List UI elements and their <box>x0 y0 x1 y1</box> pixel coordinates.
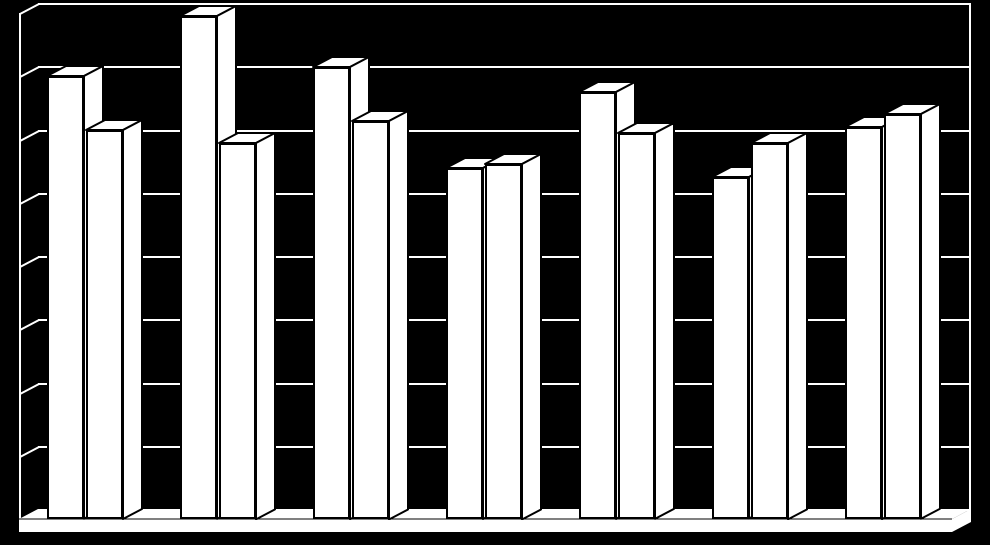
bar <box>751 143 788 519</box>
bar <box>446 168 483 519</box>
grid-tick <box>19 130 40 142</box>
bar <box>618 133 655 519</box>
bar <box>884 114 921 519</box>
axis-line <box>38 66 971 68</box>
bar <box>845 127 882 519</box>
bar <box>579 92 616 519</box>
grid-tick <box>19 256 40 268</box>
axis-line <box>38 130 971 132</box>
grid-tick <box>19 193 40 205</box>
grid-tick <box>19 446 40 458</box>
bar-side <box>654 122 675 520</box>
bar-side <box>787 132 808 520</box>
bar <box>47 76 84 519</box>
bar <box>219 143 256 519</box>
grid-tick <box>19 319 40 331</box>
bar-side <box>521 153 542 520</box>
bar <box>86 130 123 519</box>
plot-area <box>19 3 971 532</box>
bar-side <box>255 132 276 520</box>
chart: { "chart": { "type": "bar", "width_px": … <box>0 0 990 545</box>
bar-side <box>122 119 143 520</box>
axis-line <box>38 3 971 5</box>
axis-line <box>19 13 21 521</box>
grid-tick <box>19 66 40 78</box>
bar <box>485 164 522 519</box>
grid-tick <box>19 383 40 395</box>
bar <box>712 177 749 519</box>
bar <box>313 67 350 519</box>
bar <box>180 16 217 519</box>
grid-tick <box>19 3 40 15</box>
bar <box>352 121 389 519</box>
bar-side <box>920 103 941 520</box>
bar-side <box>388 110 409 520</box>
